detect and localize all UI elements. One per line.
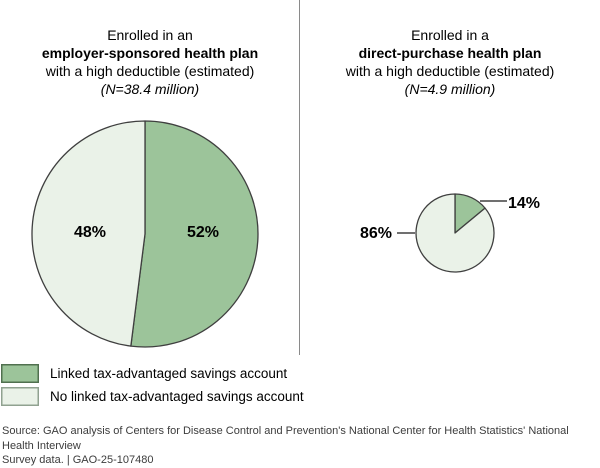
- right-title-line2: direct-purchase health plan: [358, 45, 542, 61]
- right-title-line3: with a high deductible (estimated): [345, 63, 555, 79]
- legend-label-linked: Linked tax-advantaged savings account: [50, 366, 288, 381]
- left-title-line1: Enrolled in an: [107, 27, 193, 43]
- source-note: Source: GAO analysis of Centers for Dise…: [2, 424, 598, 468]
- panel-divider: [299, 0, 300, 355]
- right-pie-chart: [397, 193, 507, 273]
- pie-slice: [130, 120, 259, 348]
- left-title-n-label: (N=38.4 million): [100, 81, 200, 97]
- left-pie-chart: [31, 120, 259, 348]
- left-pie-label-no-linked: 48%: [73, 224, 107, 241]
- legend-item-no-linked: No linked tax-advantaged savings account: [1, 387, 304, 406]
- legend-label-no-linked: No linked tax-advantaged savings account: [50, 389, 304, 404]
- left-pie-label-linked: 52%: [186, 224, 220, 241]
- pie-slice: [31, 120, 146, 347]
- right-pie-label-linked: 14%: [507, 195, 541, 212]
- source-line2: Survey data. | GAO-25-107480: [2, 454, 154, 466]
- right-title-n-label: (N=4.9 million): [404, 81, 496, 97]
- right-panel-title: Enrolled in a direct-purchase health pla…: [300, 26, 600, 98]
- legend-item-linked: Linked tax-advantaged savings account: [1, 364, 304, 383]
- pie-slice: [415, 193, 495, 273]
- right-title-line1: Enrolled in a: [411, 27, 489, 43]
- left-panel-title: Enrolled in an employer-sponsored health…: [0, 26, 300, 98]
- left-title-line2: employer-sponsored health plan: [41, 45, 259, 61]
- legend-swatch-no-linked-icon: [1, 387, 39, 406]
- legend-swatch-linked-icon: [1, 364, 39, 383]
- right-pie-label-no-linked: 86%: [359, 225, 393, 242]
- legend: Linked tax-advantaged savings account No…: [1, 364, 304, 410]
- left-title-line3: with a high deductible (estimated): [45, 63, 255, 79]
